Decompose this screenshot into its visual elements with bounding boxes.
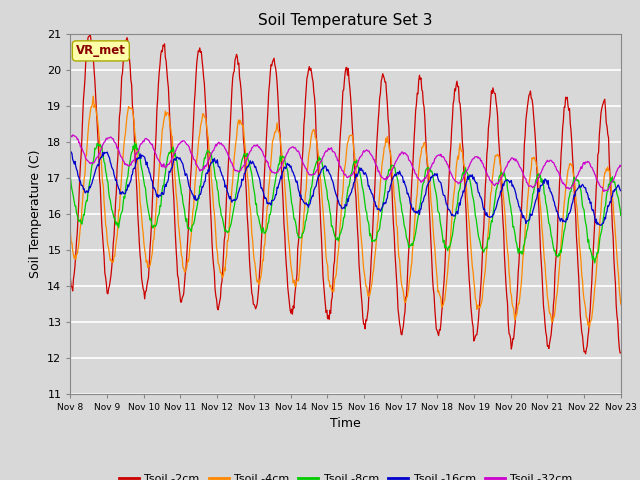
Title: Soil Temperature Set 3: Soil Temperature Set 3 <box>259 13 433 28</box>
X-axis label: Time: Time <box>330 417 361 430</box>
Text: VR_met: VR_met <box>76 44 126 58</box>
Legend: Tsoil -2cm, Tsoil -4cm, Tsoil -8cm, Tsoil -16cm, Tsoil -32cm: Tsoil -2cm, Tsoil -4cm, Tsoil -8cm, Tsoi… <box>115 470 577 480</box>
Y-axis label: Soil Temperature (C): Soil Temperature (C) <box>29 149 42 278</box>
